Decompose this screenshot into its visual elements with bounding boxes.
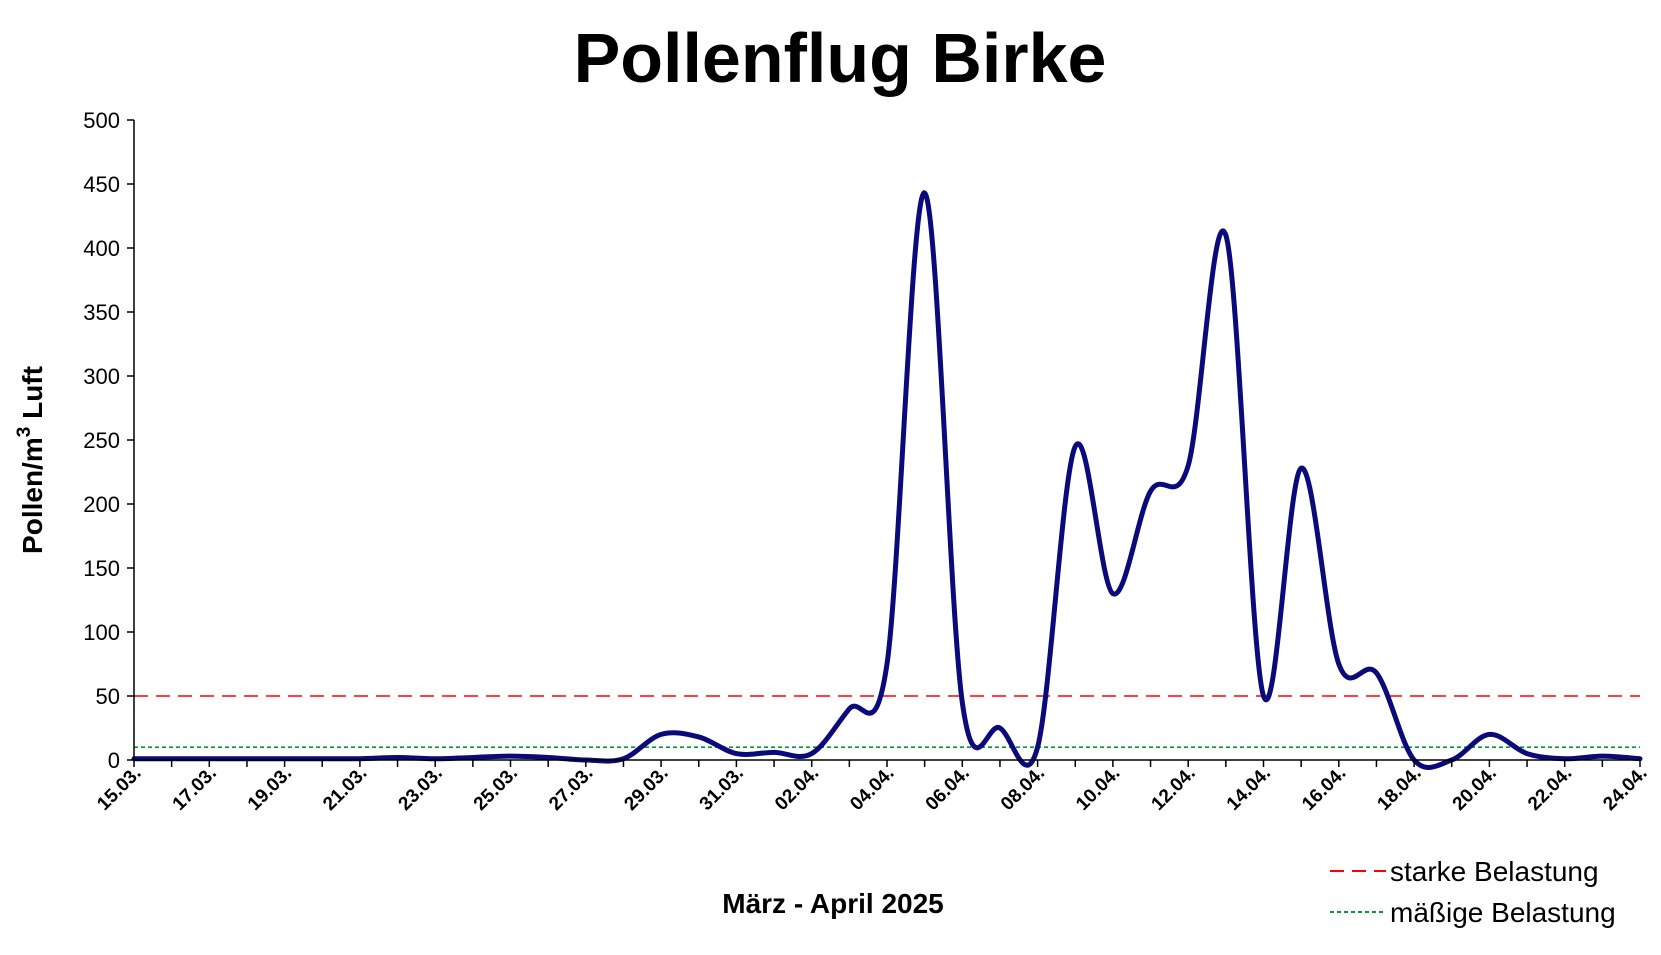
y-tick-label: 300	[83, 364, 120, 389]
chart-title: Pollenflug Birke	[574, 19, 1107, 97]
x-tick-label: 10.04.	[1072, 763, 1124, 815]
x-tick-label: 17.03.	[169, 763, 221, 815]
x-tick-label: 20.04.	[1449, 763, 1501, 815]
x-tick-label: 04.04.	[846, 763, 898, 815]
y-tick-label: 100	[83, 620, 120, 645]
y-tick-label: 150	[83, 556, 120, 581]
series-group	[131, 190, 1643, 770]
series-line	[131, 190, 1643, 770]
x-tick-label: 18.04.	[1373, 763, 1425, 815]
x-tick-label: 22.04.	[1524, 763, 1576, 815]
y-tick-label: 350	[83, 300, 120, 325]
y-tick-label: 250	[83, 428, 120, 453]
y-tick-label: 450	[83, 172, 120, 197]
threshold-lines	[134, 695, 1640, 749]
x-axis-label: März - April 2025	[722, 888, 943, 919]
x-tick-label: 25.03.	[470, 763, 522, 815]
y-axis-label: Pollen/m3 Luft	[14, 366, 48, 554]
x-tick-label: 14.04.	[1223, 763, 1275, 815]
legend-label-moderate: mäßige Belastung	[1390, 897, 1616, 928]
x-tick-label: 06.04.	[922, 763, 974, 815]
y-ticks: 0 50 100 150 200 250 300 350 400 450 500	[83, 108, 134, 773]
legend: starke Belastung mäßige Belastung	[1330, 856, 1616, 928]
y-tick-label: 50	[96, 684, 120, 709]
y-tick-label: 400	[83, 236, 120, 261]
y-tick-label: 0	[108, 748, 120, 773]
x-tick-label: 08.04.	[997, 763, 1049, 815]
x-tick-label: 29.03.	[620, 763, 672, 815]
x-tick-label: 27.03.	[545, 763, 597, 815]
x-ticks: 15.03. 17.03. 19.03. 21.03. 23.03. 25.03. 27.0…	[93, 760, 1652, 815]
x-tick-label: 19.03.	[244, 763, 296, 815]
x-tick-label: 23.03.	[395, 763, 447, 815]
x-tick-label: 21.03.	[319, 763, 371, 815]
x-tick-label: 12.04.	[1148, 763, 1200, 815]
x-tick-label: 16.04.	[1298, 763, 1350, 815]
x-tick-label: 02.04.	[771, 763, 823, 815]
x-tick-label: 24.04.	[1599, 763, 1651, 815]
legend-label-strong: starke Belastung	[1390, 856, 1599, 887]
x-tick-label: 31.03.	[696, 763, 748, 815]
y-tick-label: 200	[83, 492, 120, 517]
y-tick-label: 500	[83, 108, 120, 133]
